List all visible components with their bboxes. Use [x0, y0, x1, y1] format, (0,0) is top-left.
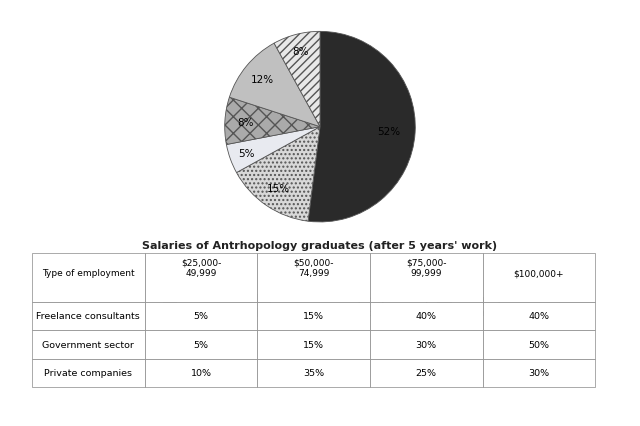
Legend: Full-time work, Part-time work, Part-time work + postgrad study, Full-time postg: Full-time work, Part-time work, Part-tim…: [163, 294, 515, 317]
Text: 52%: 52%: [377, 127, 400, 137]
Wedge shape: [308, 32, 415, 222]
Text: 8%: 8%: [292, 47, 309, 57]
Text: 8%: 8%: [237, 118, 254, 128]
Wedge shape: [237, 127, 320, 222]
Title: Salaries of Antrhopology graduates (after 5 years' work): Salaries of Antrhopology graduates (afte…: [143, 241, 497, 251]
Text: 12%: 12%: [251, 75, 275, 85]
Text: The Chart Below Shows What Anthropology Graduates from One University: The Chart Below Shows What Anthropology …: [38, 400, 602, 413]
Wedge shape: [227, 127, 320, 173]
Text: 15%: 15%: [267, 184, 290, 194]
Wedge shape: [225, 98, 320, 145]
Wedge shape: [274, 32, 320, 127]
Wedge shape: [229, 44, 320, 127]
Text: 5%: 5%: [238, 149, 255, 159]
